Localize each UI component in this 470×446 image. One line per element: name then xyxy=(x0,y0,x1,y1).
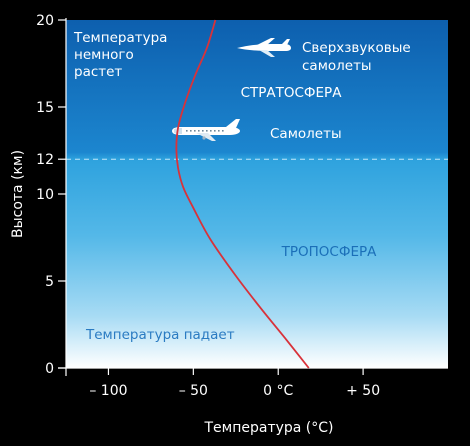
stratosphere-label: СТРАТОСФЕРА xyxy=(241,85,343,101)
airplanes-label: Самолеты xyxy=(270,126,342,142)
y-tick-label: 20 xyxy=(36,13,54,29)
x-tick-label: 0 °C xyxy=(263,383,293,399)
y-tick-label: 10 xyxy=(36,187,54,203)
y-tick-label: 15 xyxy=(36,100,54,116)
supersonic-jet-icon xyxy=(237,38,291,57)
temp-falling-label: Температура падает xyxy=(85,327,235,343)
x-axis: – 100 – 50 0 °C + 50 xyxy=(58,367,448,399)
x-tick-label: + 50 xyxy=(346,383,380,399)
y-axis-label: Высота (км) xyxy=(10,150,26,238)
x-tick-label: – 100 xyxy=(89,383,127,399)
x-axis-label: Температура (°C) xyxy=(203,420,333,436)
plot-background xyxy=(66,20,448,368)
x-tick-label: – 50 xyxy=(179,383,208,399)
y-tick-label: 0 xyxy=(45,361,54,377)
airliner-icon xyxy=(172,119,240,141)
y-tick-label: 5 xyxy=(45,274,54,290)
temperature-curve xyxy=(175,19,310,369)
supersonic-label: Сверхзвуковые самолеты xyxy=(302,40,411,74)
y-axis: 0 5 10 12 15 20 xyxy=(36,13,67,377)
y-tick-label: 12 xyxy=(36,152,54,168)
troposphere-label: ТРОПОСФЕРА xyxy=(281,244,378,260)
temp-rising-label: Температура немного растет xyxy=(73,30,167,80)
